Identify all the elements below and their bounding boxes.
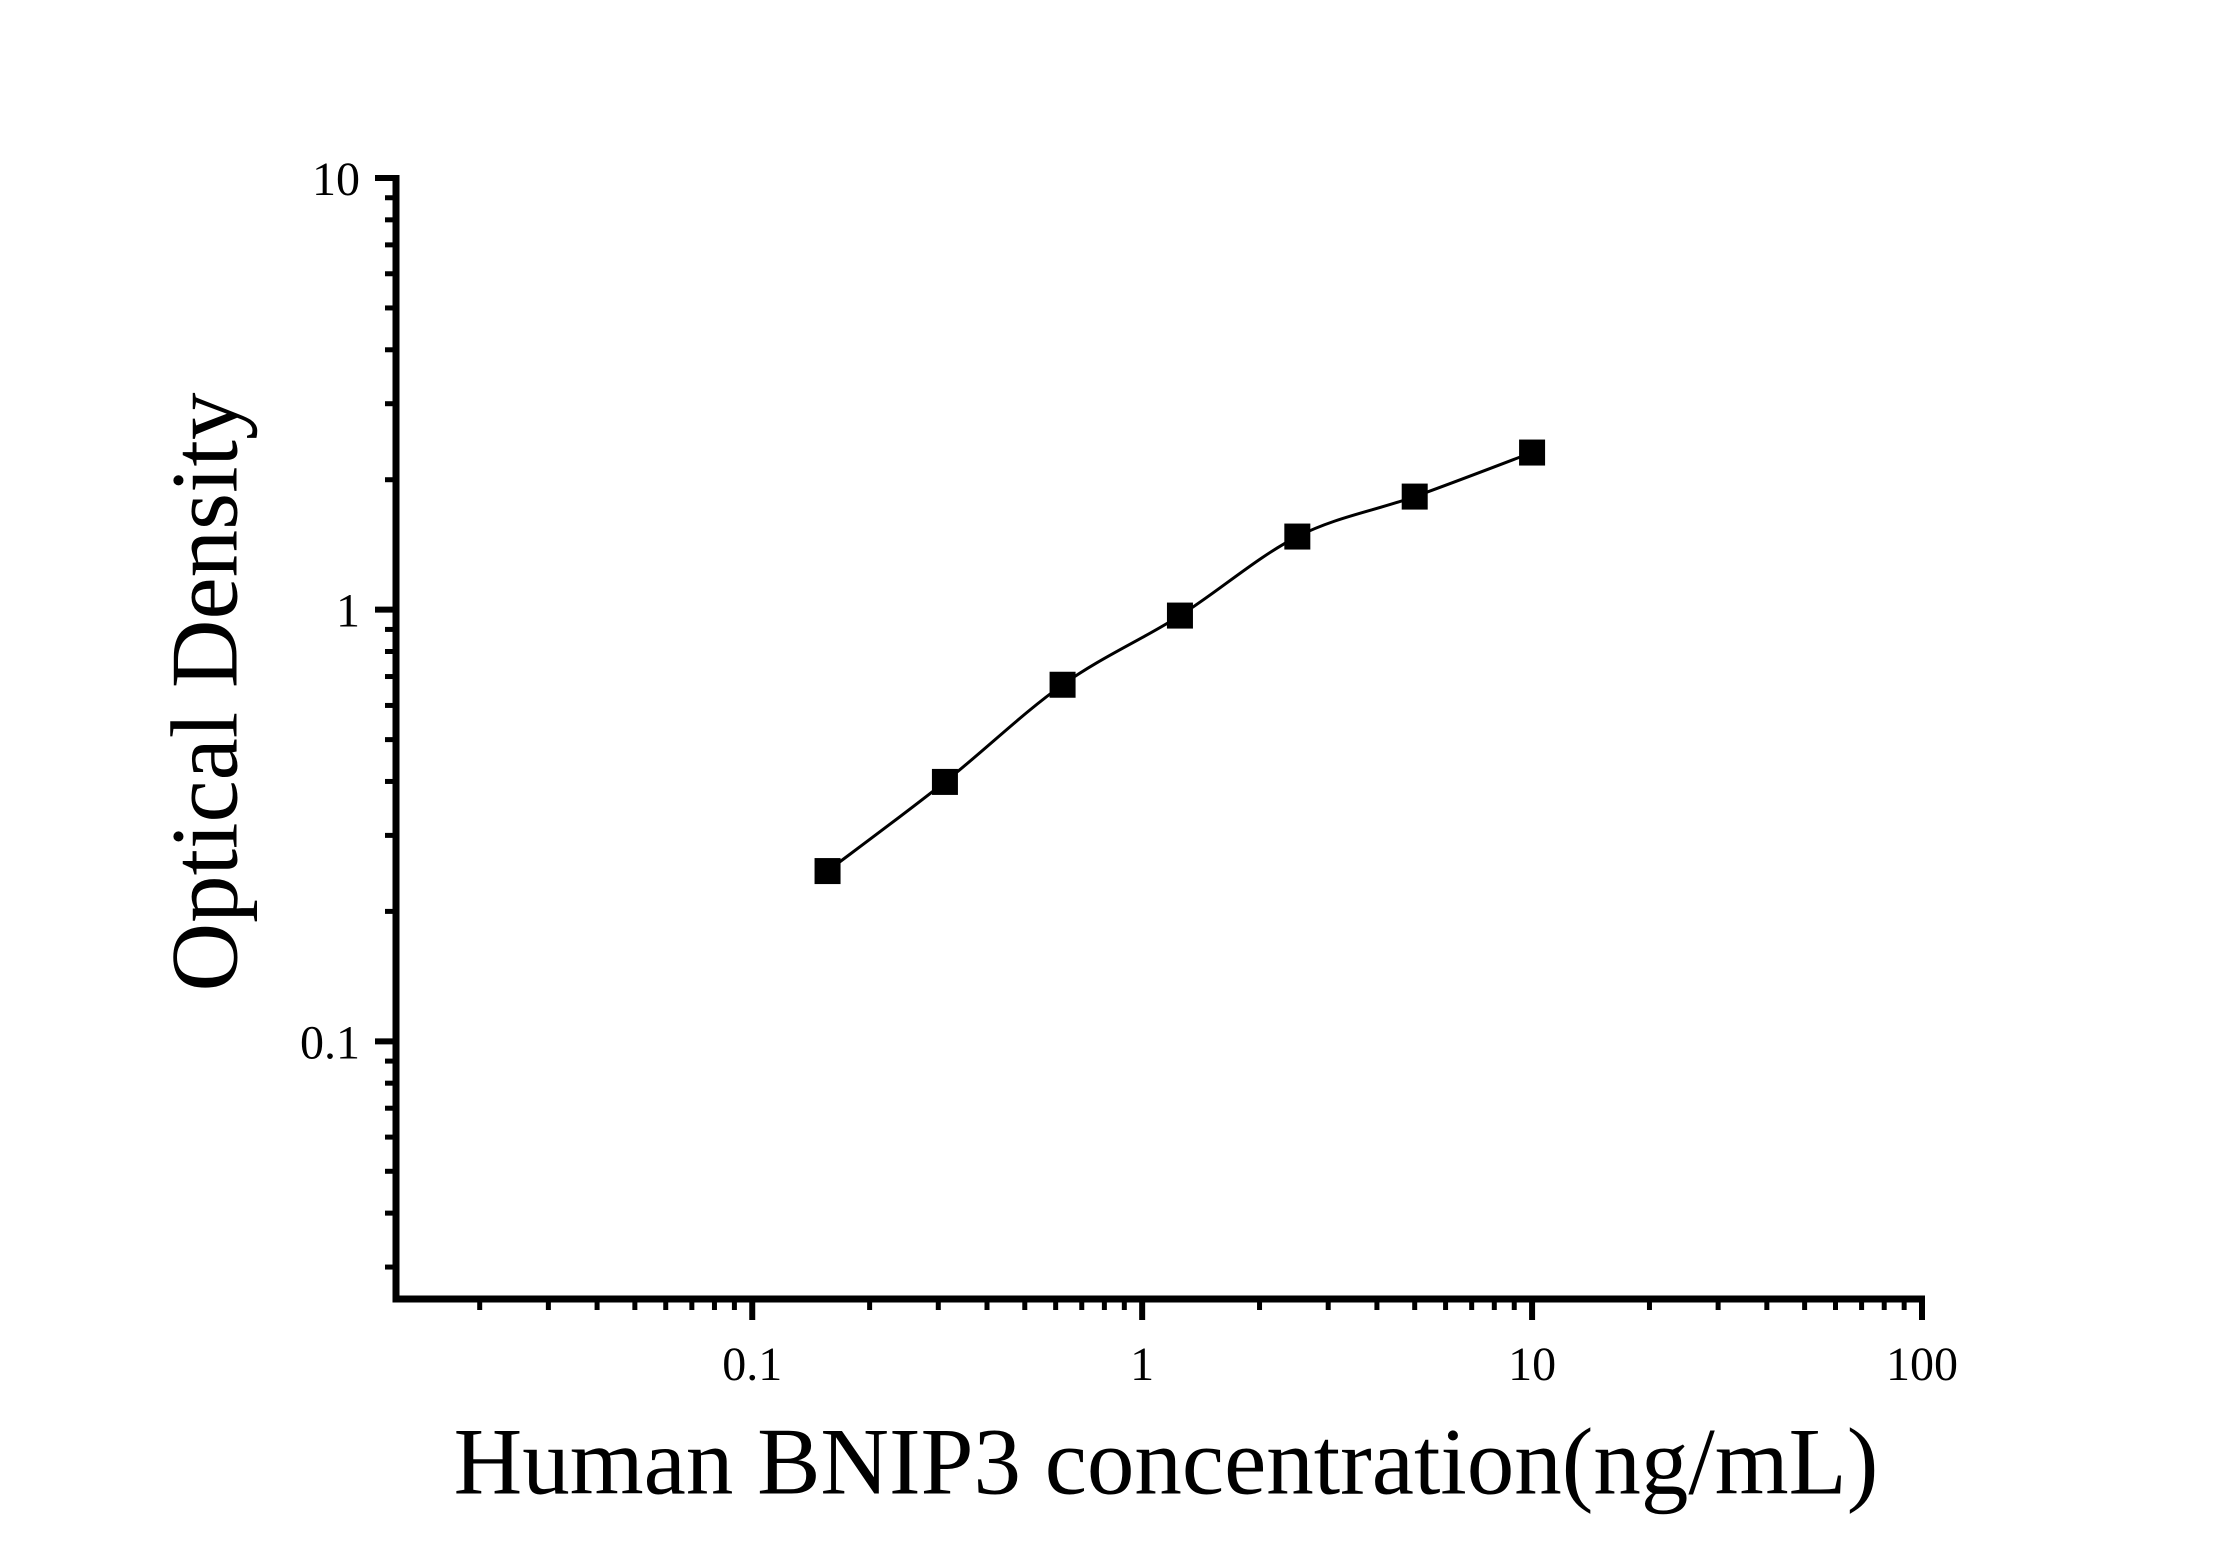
y-axis-title: Optical Density bbox=[151, 392, 258, 992]
data-point-marker bbox=[1049, 671, 1076, 698]
y-axis-tick-label: 10 bbox=[312, 153, 360, 206]
x-axis-tick-label: 0.1 bbox=[722, 1338, 782, 1391]
standard-curve-line bbox=[826, 451, 1533, 873]
y-axis-tick-label: 0.1 bbox=[300, 1016, 360, 1069]
data-point-marker bbox=[814, 858, 841, 885]
data-point-marker bbox=[1519, 439, 1546, 466]
x-axis-title: Human BNIP3 concentration(ng/mL) bbox=[453, 1408, 1879, 1515]
x-axis-tick-label: 10 bbox=[1508, 1338, 1556, 1391]
x-axis-tick-label: 100 bbox=[1886, 1338, 1958, 1391]
data-point-marker bbox=[1401, 483, 1428, 510]
data-point-marker bbox=[1284, 523, 1311, 550]
data-point-marker bbox=[931, 768, 958, 795]
data-point-marker bbox=[1166, 602, 1193, 629]
x-axis-tick-label: 1 bbox=[1130, 1338, 1154, 1391]
y-axis-tick-label: 1 bbox=[336, 585, 360, 638]
